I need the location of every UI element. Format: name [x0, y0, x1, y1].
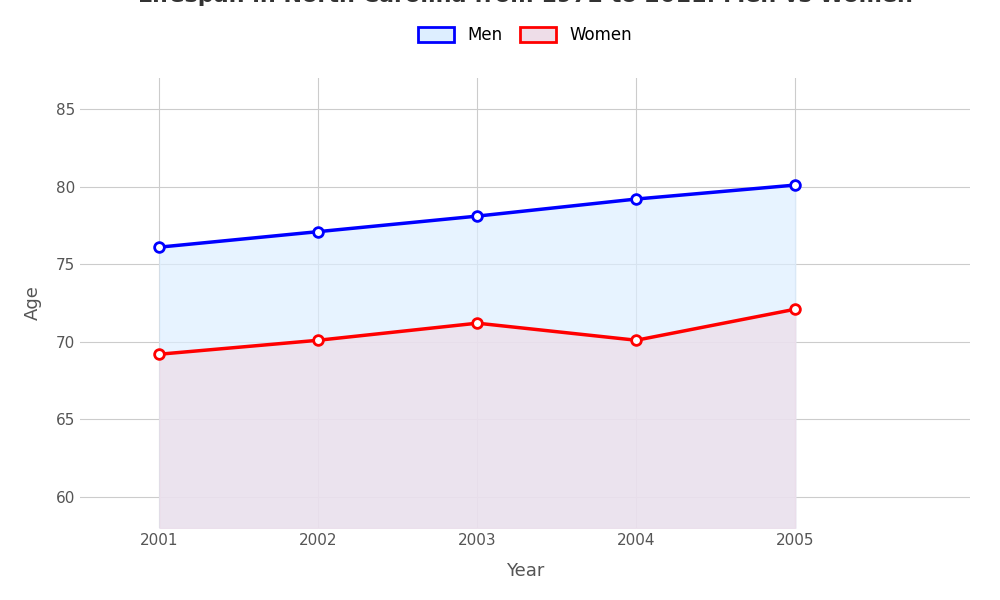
Title: Lifespan in North Carolina from 1972 to 2011: Men vs Women: Lifespan in North Carolina from 1972 to … — [138, 0, 912, 5]
Legend: Men, Women: Men, Women — [411, 20, 639, 51]
X-axis label: Year: Year — [506, 562, 544, 580]
Y-axis label: Age: Age — [24, 286, 42, 320]
